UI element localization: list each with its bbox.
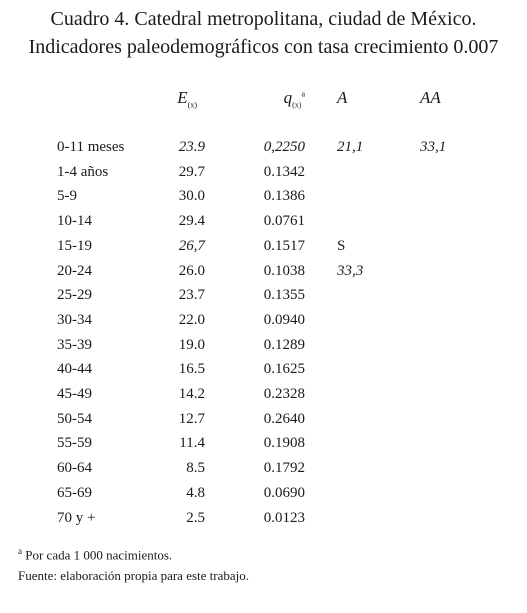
cell-e: 12.7 <box>178 410 205 427</box>
cell-q: 0.2328 <box>263 386 305 402</box>
row-label: 55-59 <box>57 435 92 452</box>
row-label: 0-11 meses <box>57 139 125 155</box>
cell-a: S <box>337 237 346 254</box>
row-label: 40-44 <box>57 361 92 378</box>
row-label: 30-34 <box>57 311 92 328</box>
header-main: A <box>337 88 348 107</box>
footnote: a Por cada 1 000 nacimientos. <box>18 546 172 563</box>
column-header: q(x)a <box>284 88 305 109</box>
cell-e: 23.7 <box>178 287 205 304</box>
header-main: q <box>283 88 293 107</box>
row-label: 1-4 años <box>57 163 109 180</box>
row-label: 15-19 <box>57 237 92 254</box>
cell-e: 11.4 <box>179 435 205 452</box>
cell-q: 0.1517 <box>263 237 305 254</box>
cell-e: 2.5 <box>186 509 205 526</box>
footnote-text: Fuente: elaboración propia para este tra… <box>18 568 250 583</box>
cell-e: 26,7 <box>178 237 205 254</box>
cell-q: 0.1342 <box>263 163 305 180</box>
cell-e: 19.0 <box>178 336 205 353</box>
cell-a: 21,1 <box>337 139 364 155</box>
title: Indicadores paleodemográficos con tasa c… <box>28 36 499 58</box>
row-label: 25-29 <box>57 287 92 304</box>
cell-q: 0.1792 <box>263 460 305 477</box>
cell-q: 0.0123 <box>263 509 305 526</box>
cell-e: 8.5 <box>186 460 205 477</box>
cell-e: 4.8 <box>186 484 205 501</box>
cell-e: 22.0 <box>178 311 205 328</box>
cell-q: 0.1038 <box>263 262 305 279</box>
cell-e: 23.9 <box>178 139 205 155</box>
cell-q: 0.1625 <box>263 361 305 378</box>
row-label: 50-54 <box>57 410 92 427</box>
cell-aa: 33,1 <box>420 139 447 155</box>
header-sub: (x) <box>187 100 197 110</box>
column-header: A <box>337 88 347 108</box>
cell-q: 0.0761 <box>263 213 305 230</box>
footnote-text: Por cada 1 000 nacimientos. <box>22 547 173 563</box>
row-label: 35-39 <box>57 336 92 353</box>
row-label: 60-64 <box>57 460 92 477</box>
row-label: 5-9 <box>57 188 77 205</box>
cell-q: 0.0690 <box>263 484 305 501</box>
cell-a: 33,3 <box>337 262 364 279</box>
cell-e: 29.7 <box>178 163 205 180</box>
cell-q: 0.1355 <box>263 287 305 304</box>
row-label: 45-49 <box>57 386 92 402</box>
cell-e: 29.4 <box>178 213 205 230</box>
cell-q: 0.1289 <box>263 336 305 353</box>
row-label: 65-69 <box>57 484 92 501</box>
header-sup: a <box>301 89 305 99</box>
column-header: AA <box>420 88 441 108</box>
cell-q: 0.2640 <box>263 410 305 427</box>
cell-q: 0.1386 <box>263 188 305 205</box>
footnote: Fuente: elaboración propia para este tra… <box>18 568 249 584</box>
row-label: 10-14 <box>57 213 92 230</box>
header-main: E <box>177 88 188 107</box>
cell-e: 26.0 <box>178 262 205 279</box>
column-header: E(x) <box>177 88 197 109</box>
cell-e: 14.2 <box>178 386 205 402</box>
footnote-mark: a <box>18 546 22 556</box>
title: Cuadro 4. Catedral metropolitana, ciudad… <box>50 8 477 30</box>
cell-e: 30.0 <box>178 188 205 205</box>
cell-q: 0.0940 <box>263 311 305 328</box>
header-main: AA <box>420 88 441 107</box>
row-label: 20-24 <box>57 262 92 279</box>
cell-q: 0.1908 <box>263 435 305 452</box>
row-label: 70 y + <box>57 509 96 526</box>
header-sub: (x) <box>292 100 302 110</box>
cell-e: 16.5 <box>178 361 205 378</box>
cell-q: 0,2250 <box>263 139 305 155</box>
